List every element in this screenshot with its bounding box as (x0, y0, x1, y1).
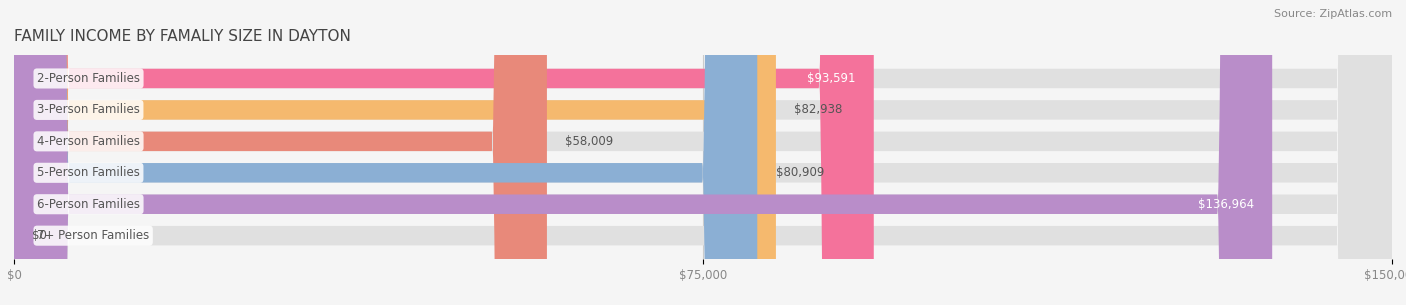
Text: $0: $0 (32, 229, 48, 242)
Text: 2-Person Families: 2-Person Families (37, 72, 141, 85)
Text: $93,591: $93,591 (807, 72, 855, 85)
Text: 6-Person Families: 6-Person Families (37, 198, 141, 211)
Text: 3-Person Families: 3-Person Families (37, 103, 141, 117)
FancyBboxPatch shape (14, 0, 1272, 305)
FancyBboxPatch shape (14, 0, 873, 305)
FancyBboxPatch shape (14, 0, 1392, 305)
Text: $80,909: $80,909 (776, 166, 824, 179)
Text: 4-Person Families: 4-Person Families (37, 135, 141, 148)
FancyBboxPatch shape (14, 0, 1392, 305)
Text: FAMILY INCOME BY FAMALIY SIZE IN DAYTON: FAMILY INCOME BY FAMALIY SIZE IN DAYTON (14, 29, 352, 44)
Text: $136,964: $136,964 (1198, 198, 1254, 211)
FancyBboxPatch shape (14, 0, 1392, 305)
Text: 7+ Person Families: 7+ Person Families (37, 229, 149, 242)
Text: 5-Person Families: 5-Person Families (37, 166, 141, 179)
Text: Source: ZipAtlas.com: Source: ZipAtlas.com (1274, 9, 1392, 19)
FancyBboxPatch shape (14, 0, 1392, 305)
FancyBboxPatch shape (14, 0, 547, 305)
Text: $58,009: $58,009 (565, 135, 613, 148)
FancyBboxPatch shape (14, 0, 776, 305)
FancyBboxPatch shape (14, 0, 1392, 305)
FancyBboxPatch shape (14, 0, 1392, 305)
FancyBboxPatch shape (14, 0, 758, 305)
Text: $82,938: $82,938 (794, 103, 842, 117)
